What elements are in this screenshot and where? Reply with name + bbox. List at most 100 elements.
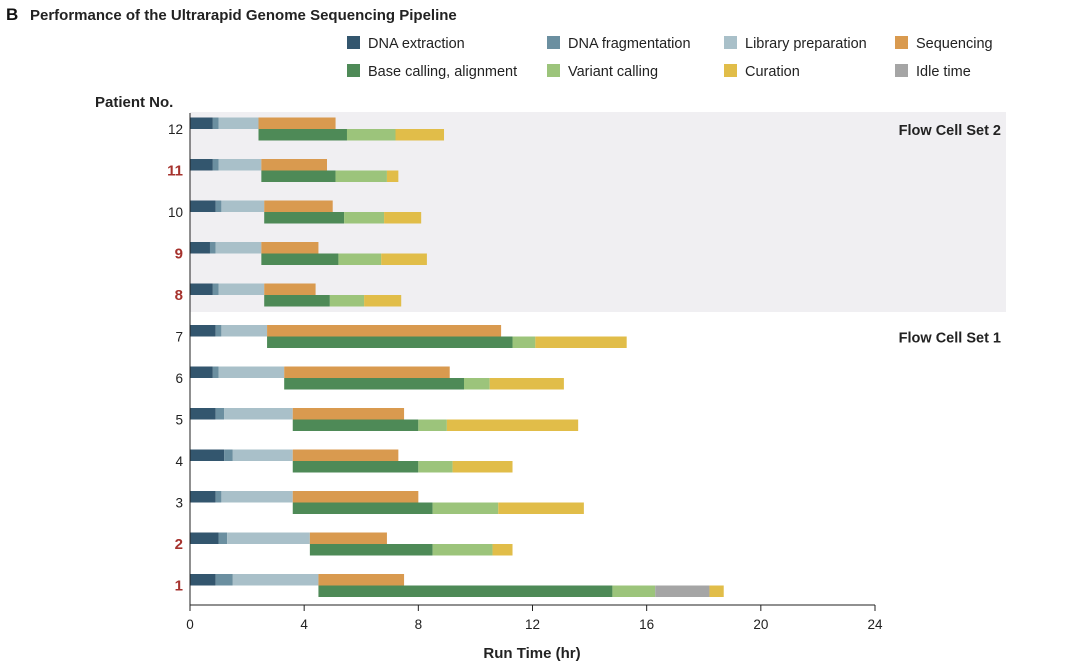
bar-p7-variant_calling (512, 336, 536, 348)
bar-p10-dna_extraction (190, 200, 216, 212)
x-tick-label-8: 8 (415, 617, 423, 632)
bar-p11-variant_calling (335, 170, 387, 182)
patient-label-5: 5 (175, 413, 183, 428)
bar-p7-curation (535, 336, 627, 348)
patient-label-10: 10 (168, 205, 183, 220)
bar-p9-library_preparation (215, 242, 262, 254)
legend-swatch-library_preparation (724, 36, 737, 49)
bar-p9-variant_calling (338, 253, 382, 265)
x-tick-label-24: 24 (867, 617, 883, 632)
bar-p8-sequencing (264, 283, 316, 295)
bar-p10-base_calling (264, 212, 345, 224)
bar-p2-library_preparation (227, 532, 310, 544)
bar-p1-library_preparation (232, 574, 319, 586)
bar-p11-sequencing (261, 159, 327, 171)
bar-p4-variant_calling (418, 461, 453, 473)
x-tick-label-20: 20 (753, 617, 768, 632)
bar-p10-dna_fragmentation (215, 200, 222, 212)
bar-p1-sequencing (318, 574, 405, 586)
bar-p2-dna_extraction (190, 532, 219, 544)
x-tick-label-16: 16 (639, 617, 654, 632)
bar-p12-base_calling (258, 129, 347, 141)
legend-label-dna_fragmentation: DNA fragmentation (568, 36, 691, 52)
legend-swatch-dna_fragmentation (547, 36, 560, 49)
bar-p3-variant_calling (432, 502, 499, 514)
legend-swatch-idle_time (895, 64, 908, 77)
patient-label-7: 7 (175, 330, 183, 345)
chart-title: Performance of the Ultrarapid Genome Seq… (30, 7, 457, 24)
bar-p8-curation (364, 295, 402, 307)
bar-p4-library_preparation (232, 449, 293, 461)
bar-p3-library_preparation (221, 491, 293, 503)
bar-p9-base_calling (261, 253, 339, 265)
bar-p4-base_calling (292, 461, 419, 473)
bar-p7-dna_extraction (190, 325, 216, 337)
bar-p8-variant_calling (329, 295, 365, 307)
bar-p11-dna_fragmentation (212, 159, 219, 171)
x-axis: 0 4 8 12 16 20 24 (186, 113, 883, 632)
bar-p9-dna_fragmentation (209, 242, 216, 254)
bar-p1-curation (709, 585, 724, 597)
legend-label-dna_extraction: DNA extraction (368, 36, 465, 52)
bar-p4-curation (452, 461, 513, 473)
legend-label-sequencing: Sequencing (916, 36, 993, 52)
bar-p2-variant_calling (432, 544, 493, 556)
legend: DNA extraction DNA fragmentation Library p… (347, 36, 993, 80)
bar-p9-sequencing (261, 242, 319, 254)
bar-p8-dna_extraction (190, 283, 213, 295)
bar-p10-sequencing (264, 200, 333, 212)
legend-label-variant_calling: Variant calling (568, 64, 658, 80)
x-axis-title: Run Time (hr) (483, 645, 580, 662)
patient-label-8: 8 (175, 287, 183, 304)
patient-label-12: 12 (168, 122, 183, 137)
bar-p5-curation (446, 419, 579, 431)
bar-p5-variant_calling (418, 419, 447, 431)
bar-p6-curation (489, 378, 564, 390)
bar-p4-dna_fragmentation (224, 449, 233, 461)
bar-p12-curation (395, 129, 445, 141)
panel-letter: B (6, 5, 18, 24)
bar-p11-dna_extraction (190, 159, 213, 171)
bar-p2-curation (492, 544, 513, 556)
patient-label-3: 3 (175, 496, 183, 511)
bar-p4-sequencing (292, 449, 399, 461)
bar-p1-base_calling (318, 585, 613, 597)
bars (190, 117, 724, 597)
bar-p9-curation (381, 253, 427, 265)
bar-p12-dna_fragmentation (212, 117, 219, 129)
bar-p6-dna_extraction (190, 366, 213, 378)
bar-p12-sequencing (258, 117, 336, 129)
bar-p2-sequencing (309, 532, 387, 544)
bar-p8-base_calling (264, 295, 330, 307)
bar-p6-dna_fragmentation (212, 366, 219, 378)
bar-p5-library_preparation (224, 408, 293, 420)
bar-p7-dna_fragmentation (215, 325, 222, 337)
legend-label-library_preparation: Library preparation (745, 36, 867, 52)
legend-swatch-curation (724, 64, 737, 77)
bar-p11-library_preparation (218, 159, 262, 171)
legend-label-curation: Curation (745, 64, 800, 80)
group-bands: Flow Cell Set 2 Flow Cell Set 1 (190, 112, 1006, 347)
bar-p1-variant_calling (612, 585, 656, 597)
bar-p11-base_calling (261, 170, 336, 182)
bar-p1-dna_extraction (190, 574, 216, 586)
patient-label-9: 9 (175, 246, 183, 263)
bar-p2-dna_fragmentation (218, 532, 228, 544)
bar-p3-sequencing (292, 491, 419, 503)
bar-p9-dna_extraction (190, 242, 210, 254)
bar-p3-dna_extraction (190, 491, 216, 503)
bar-p1-idle_time (655, 585, 710, 597)
legend-swatch-base_calling (347, 64, 360, 77)
bar-p5-sequencing (292, 408, 405, 420)
bar-p12-dna_extraction (190, 117, 213, 129)
group-label-0: Flow Cell Set 2 (899, 123, 1001, 139)
bar-p5-dna_fragmentation (215, 408, 225, 420)
bar-p2-base_calling (309, 544, 433, 556)
x-tick-label-4: 4 (300, 617, 308, 632)
bar-p5-dna_extraction (190, 408, 216, 420)
legend-label-idle_time: Idle time (916, 64, 971, 80)
bar-p6-sequencing (284, 366, 450, 378)
patient-label-2: 2 (175, 536, 183, 553)
x-tick-label-0: 0 (186, 617, 194, 632)
